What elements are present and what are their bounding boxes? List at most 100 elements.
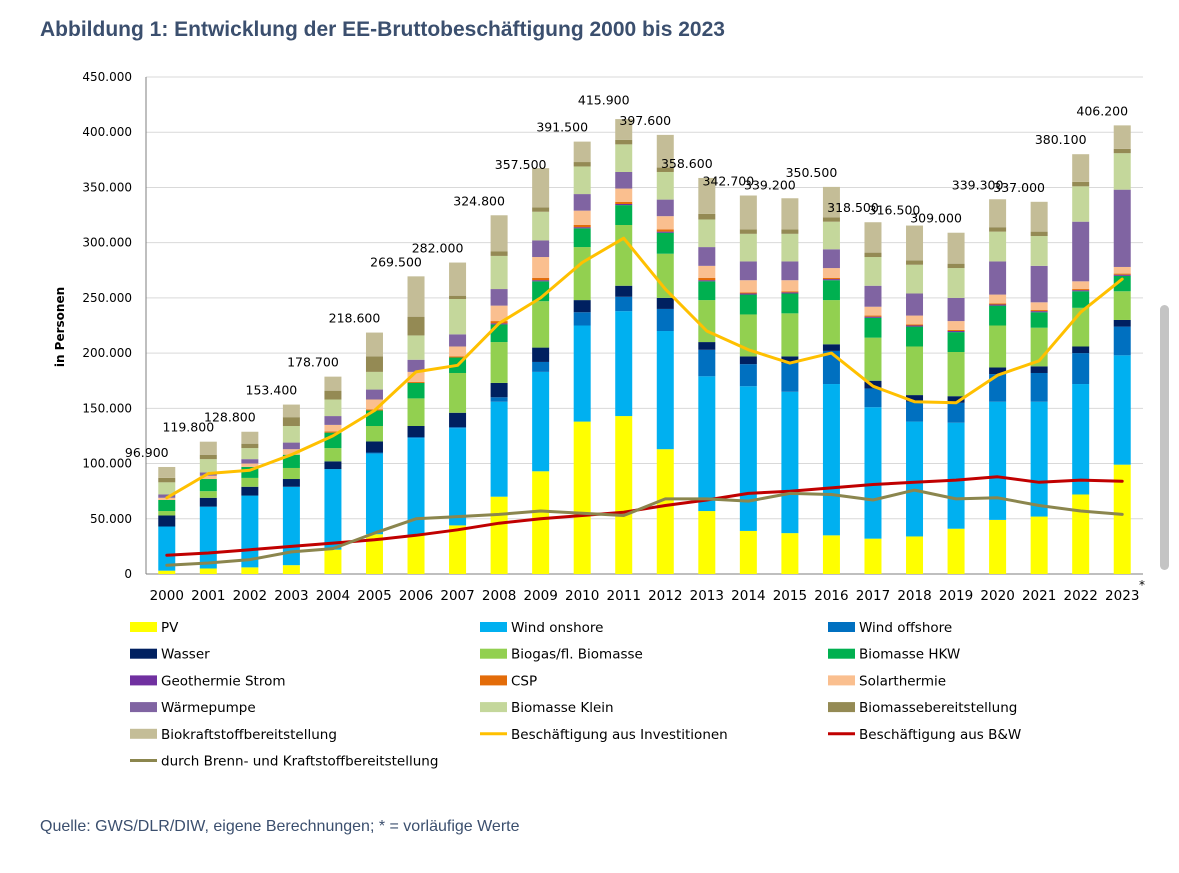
total-label: 119.800 <box>162 420 214 435</box>
bar-segment <box>947 263 965 269</box>
total-label: 316.500 <box>869 202 921 217</box>
bar-segment <box>199 479 217 492</box>
bar-segment <box>615 204 633 206</box>
bar-segment <box>698 300 716 343</box>
bar-segment <box>1072 291 1090 308</box>
bar-segment <box>989 231 1007 262</box>
bar-segment <box>490 289 508 306</box>
bar-segment <box>532 168 550 208</box>
bar-segment <box>282 565 300 574</box>
bar-segment <box>947 297 965 322</box>
bar-segment <box>241 495 259 568</box>
legend-label: Wind onshore <box>511 620 603 636</box>
total-label: 415.900 <box>578 93 630 108</box>
bar-segment <box>822 279 840 281</box>
bar-segment <box>864 257 882 286</box>
y-tick-label: 250.000 <box>82 291 132 305</box>
bar-segment <box>947 329 965 332</box>
bar-segment <box>532 471 550 574</box>
bar-segment <box>241 486 259 496</box>
total-label: 282.000 <box>412 241 464 256</box>
x-tick-label: 2023 <box>1105 588 1139 604</box>
bar-segment <box>739 261 757 281</box>
total-label: 397.600 <box>619 113 671 128</box>
bar-segment <box>656 134 674 168</box>
legend-label: PV <box>161 620 179 636</box>
x-tick-label: 2018 <box>897 588 931 604</box>
legend-label: Biomassebereitstellung <box>859 700 1017 716</box>
x-tick-label: 2001 <box>191 588 225 604</box>
bar-segment <box>324 424 342 432</box>
bar-segment <box>656 253 674 298</box>
employment-chart: in Personen 0 50.000 100.000 150.000 200.000… <box>53 70 1145 770</box>
bar-segment <box>324 416 342 425</box>
x-tick-label: 2007 <box>440 588 474 604</box>
bar-segment <box>989 199 1007 228</box>
bar-segment <box>739 292 757 294</box>
bar-segment <box>365 441 383 453</box>
bar-segment <box>906 536 924 574</box>
x-tick-label: 2022 <box>1064 588 1098 604</box>
bar-segment <box>573 194 591 211</box>
bar-segment <box>573 227 591 229</box>
bar-segment <box>199 454 217 460</box>
bar-segment <box>158 570 176 574</box>
bar-segment <box>407 437 425 439</box>
bar-segment <box>1113 291 1131 320</box>
bar-segment <box>947 402 965 423</box>
bar-segment <box>739 314 757 357</box>
bar-segment <box>407 359 425 372</box>
bar-segment <box>615 224 633 286</box>
bar-segment <box>615 311 633 417</box>
y-tick-labels: 0 50.000 100.000 150.000 200.000 250.000 300.0… <box>82 70 132 581</box>
bar-segment <box>1113 464 1131 574</box>
bar-segment <box>822 344 840 351</box>
scrollbar[interactable] <box>1160 305 1169 570</box>
bar-segment <box>615 139 633 145</box>
bar-segment <box>1030 236 1048 266</box>
footnote-marker: * <box>1139 578 1145 592</box>
bar-segment <box>781 363 799 392</box>
bar-segment <box>615 171 633 189</box>
legend-label: Geothermie Strom <box>161 673 286 689</box>
bar-segment <box>1030 312 1048 328</box>
x-tick-label: 2002 <box>233 588 267 604</box>
bar-segment <box>822 186 840 218</box>
bar-segment <box>324 390 342 400</box>
bar-segment <box>324 399 342 417</box>
bar-segment <box>1113 355 1131 465</box>
bar-segment <box>282 479 300 487</box>
bar-segment <box>1113 266 1131 274</box>
bar-segment <box>906 395 924 402</box>
bar-segment <box>656 331 674 450</box>
grid-lines <box>145 76 1143 575</box>
bar-segment <box>781 229 799 234</box>
legend-swatch <box>480 675 507 686</box>
bar-segment <box>864 316 882 318</box>
bar-segment <box>1030 265 1048 303</box>
legend-label: Beschäftigung aus Investitionen <box>511 727 728 743</box>
bar-segment <box>1072 384 1090 495</box>
bar-segment <box>989 227 1007 232</box>
bar-segment <box>781 313 799 357</box>
bar-segment <box>864 317 882 338</box>
bar-segment <box>282 449 300 455</box>
bar-segment <box>573 300 591 313</box>
bar-segment <box>989 374 1007 402</box>
bar-segment <box>698 280 716 282</box>
total-label: 391.500 <box>536 120 588 135</box>
bar-segment <box>449 372 467 413</box>
bar-segment <box>864 315 882 317</box>
bar-segment <box>864 337 882 381</box>
bar-segment <box>739 294 757 315</box>
bar-segment <box>656 232 674 254</box>
bar-segment <box>864 252 882 258</box>
total-label: 153.400 <box>246 383 298 398</box>
bar-segment <box>864 222 882 253</box>
bar-segment <box>864 285 882 307</box>
bar-segment <box>573 162 591 167</box>
bar-segment <box>282 454 300 468</box>
bar-segment <box>324 376 342 391</box>
bar-segment <box>490 342 508 383</box>
bar-segment <box>906 324 924 326</box>
